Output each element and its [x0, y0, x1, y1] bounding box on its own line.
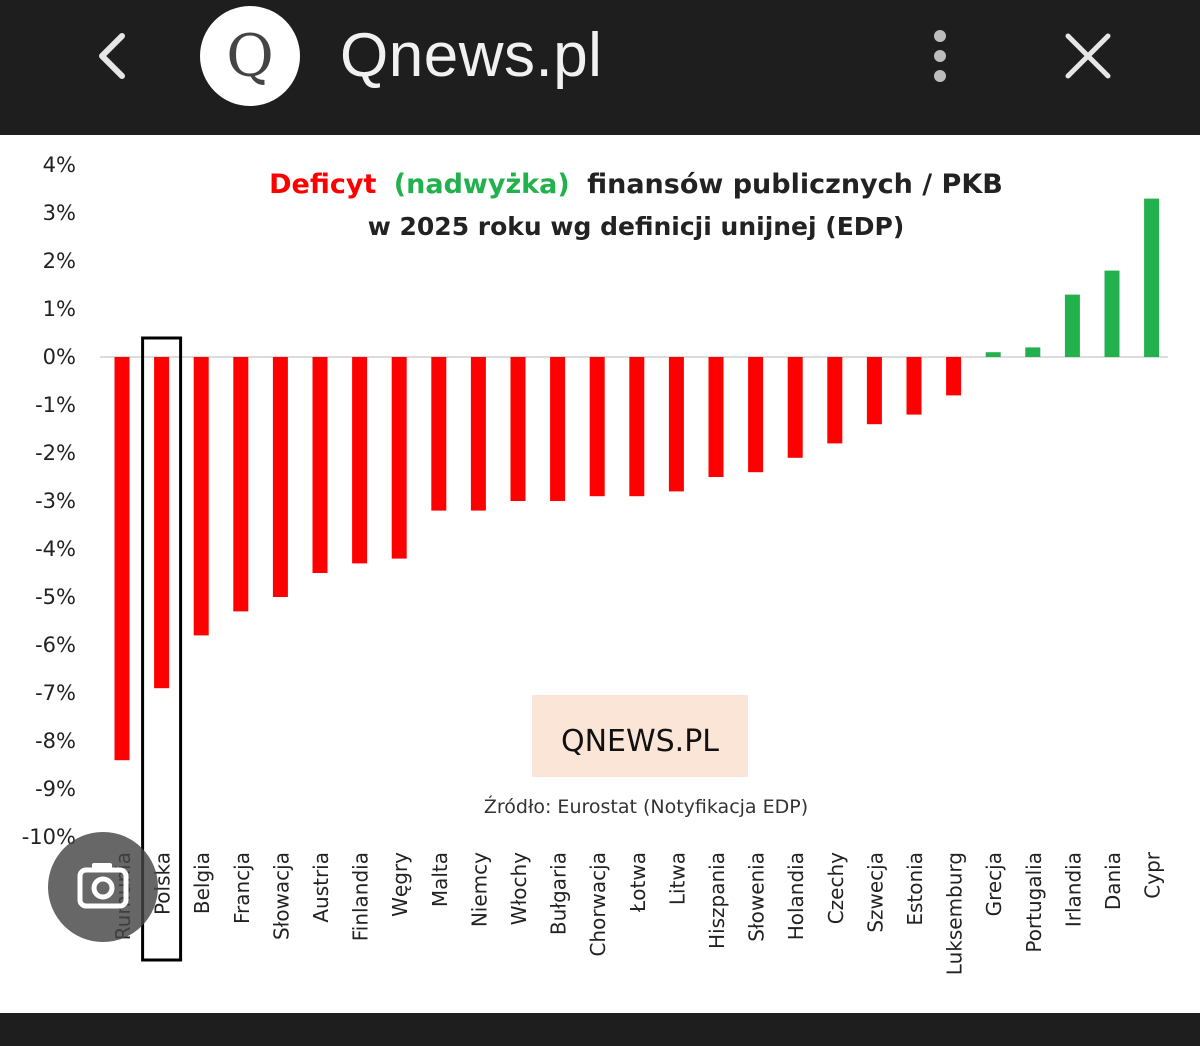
back-button[interactable]: [88, 30, 136, 82]
title-rest: finansów publicznych / PKB: [587, 169, 1003, 200]
bar: [946, 357, 962, 396]
y-tick-label: -2%: [35, 441, 76, 465]
bar: [114, 357, 130, 761]
bar: [510, 357, 526, 501]
y-tick-label: -5%: [35, 585, 76, 609]
y-tick-label: -8%: [35, 729, 76, 753]
x-tick-label: Bułgaria: [547, 852, 571, 935]
logo-box: [532, 695, 748, 777]
x-tick-label: Niemcy: [467, 852, 491, 927]
deficit-bar-chart: Deficyt (nadwyżka) finansów publicznych …: [22, 153, 1168, 975]
bar: [1064, 294, 1080, 357]
bar: [1104, 270, 1120, 357]
x-tick-label: Litwa: [665, 852, 689, 905]
y-tick-label: -3%: [35, 489, 76, 513]
x-tick-label: Słowacja: [269, 852, 293, 940]
x-tick-label: Belgia: [190, 852, 214, 914]
highlight-box-layer: [141, 336, 183, 962]
x-tick-label: Irlandia: [1061, 852, 1085, 927]
x-tick-label: Słowenia: [745, 852, 769, 942]
x-tick-label: Austria: [309, 852, 333, 923]
chart-subtitle: w 2025 roku wg definicji unijnej (EDP): [368, 212, 905, 241]
chart-title: Deficyt (nadwyżka) finansów publicznych …: [269, 169, 1003, 200]
x-tick-label: Malta: [428, 852, 452, 907]
y-tick-label: 1%: [43, 297, 76, 321]
chart-image: Deficyt (nadwyżka) finansów publicznych …: [0, 135, 1200, 1013]
bar: [748, 357, 764, 473]
x-tick-label: Węgry: [388, 852, 412, 917]
x-axis-labels: RumuniaPolskaBelgiaFrancjaSłowacjaAustri…: [111, 851, 1165, 975]
highlight-box-polska: [141, 336, 183, 962]
x-tick-label: Szwecja: [863, 852, 887, 933]
title-surplus: (nadwyżka): [394, 169, 570, 200]
bar: [550, 357, 566, 501]
bar: [708, 357, 724, 477]
more-vert-icon: [934, 30, 946, 82]
x-tick-label: Cypr: [1141, 851, 1165, 898]
y-tick-label: -1%: [35, 393, 76, 417]
bar: [352, 357, 368, 564]
bars: [114, 198, 1160, 761]
x-tick-label: Hiszpania: [705, 852, 729, 949]
bar: [431, 357, 447, 511]
favicon-letter: Q: [226, 22, 274, 90]
site-title: Qnews.pl: [340, 21, 603, 90]
x-tick-label: Czechy: [824, 852, 848, 924]
bar: [470, 357, 486, 511]
source-note: Źródło: Eurostat (Notyfikacja EDP): [484, 795, 808, 818]
bar: [906, 357, 922, 415]
chevron-left-icon: [99, 33, 125, 79]
x-tick-label: Francja: [230, 852, 254, 924]
x-tick-label: Luksemburg: [943, 852, 967, 975]
x-tick-label: Łotwa: [626, 852, 650, 913]
x-tick-label: Grecja: [982, 852, 1006, 916]
bar: [1144, 198, 1160, 357]
bar: [985, 352, 1001, 357]
camera-search-icon: [77, 863, 129, 909]
y-tick-label: 2%: [43, 249, 76, 273]
site-favicon: Q: [200, 6, 300, 106]
bar: [233, 357, 249, 612]
y-tick-label: 3%: [43, 201, 76, 225]
bar: [629, 357, 645, 497]
x-tick-label: Włochy: [507, 852, 531, 925]
x-tick-label: Estonia: [903, 852, 927, 926]
lens-search-button[interactable]: [48, 832, 158, 942]
close-icon: [1065, 33, 1111, 79]
y-tick-label: -9%: [35, 777, 76, 801]
x-tick-label: Finlandia: [349, 852, 373, 941]
x-tick-label: Portugalia: [1022, 852, 1046, 953]
bar: [787, 357, 803, 458]
bar: [154, 357, 170, 689]
logo-text: QNEWS.PL: [561, 724, 719, 759]
more-options-button[interactable]: [920, 28, 960, 84]
bar: [589, 357, 605, 497]
x-tick-label: Chorwacja: [586, 852, 610, 957]
bar: [272, 357, 288, 597]
x-tick-label: Dania: [1101, 852, 1125, 910]
bar: [312, 357, 328, 573]
bar: [668, 357, 684, 492]
bar: [866, 357, 882, 425]
bar: [193, 357, 209, 636]
y-tick-label: -4%: [35, 537, 76, 561]
y-tick-label: -7%: [35, 681, 76, 705]
close-button[interactable]: [1060, 28, 1116, 84]
y-tick-label: -6%: [35, 633, 76, 657]
title-deficit: Deficyt: [269, 169, 376, 200]
browser-bottom-bar: [0, 1013, 1200, 1046]
y-tick-label: 4%: [43, 153, 76, 177]
bar: [827, 357, 843, 444]
bar: [391, 357, 407, 559]
bar: [1025, 347, 1041, 357]
browser-top-bar: Q Qnews.pl: [0, 0, 1200, 135]
x-tick-label: Holandia: [784, 852, 808, 940]
y-tick-label: 0%: [43, 345, 76, 369]
